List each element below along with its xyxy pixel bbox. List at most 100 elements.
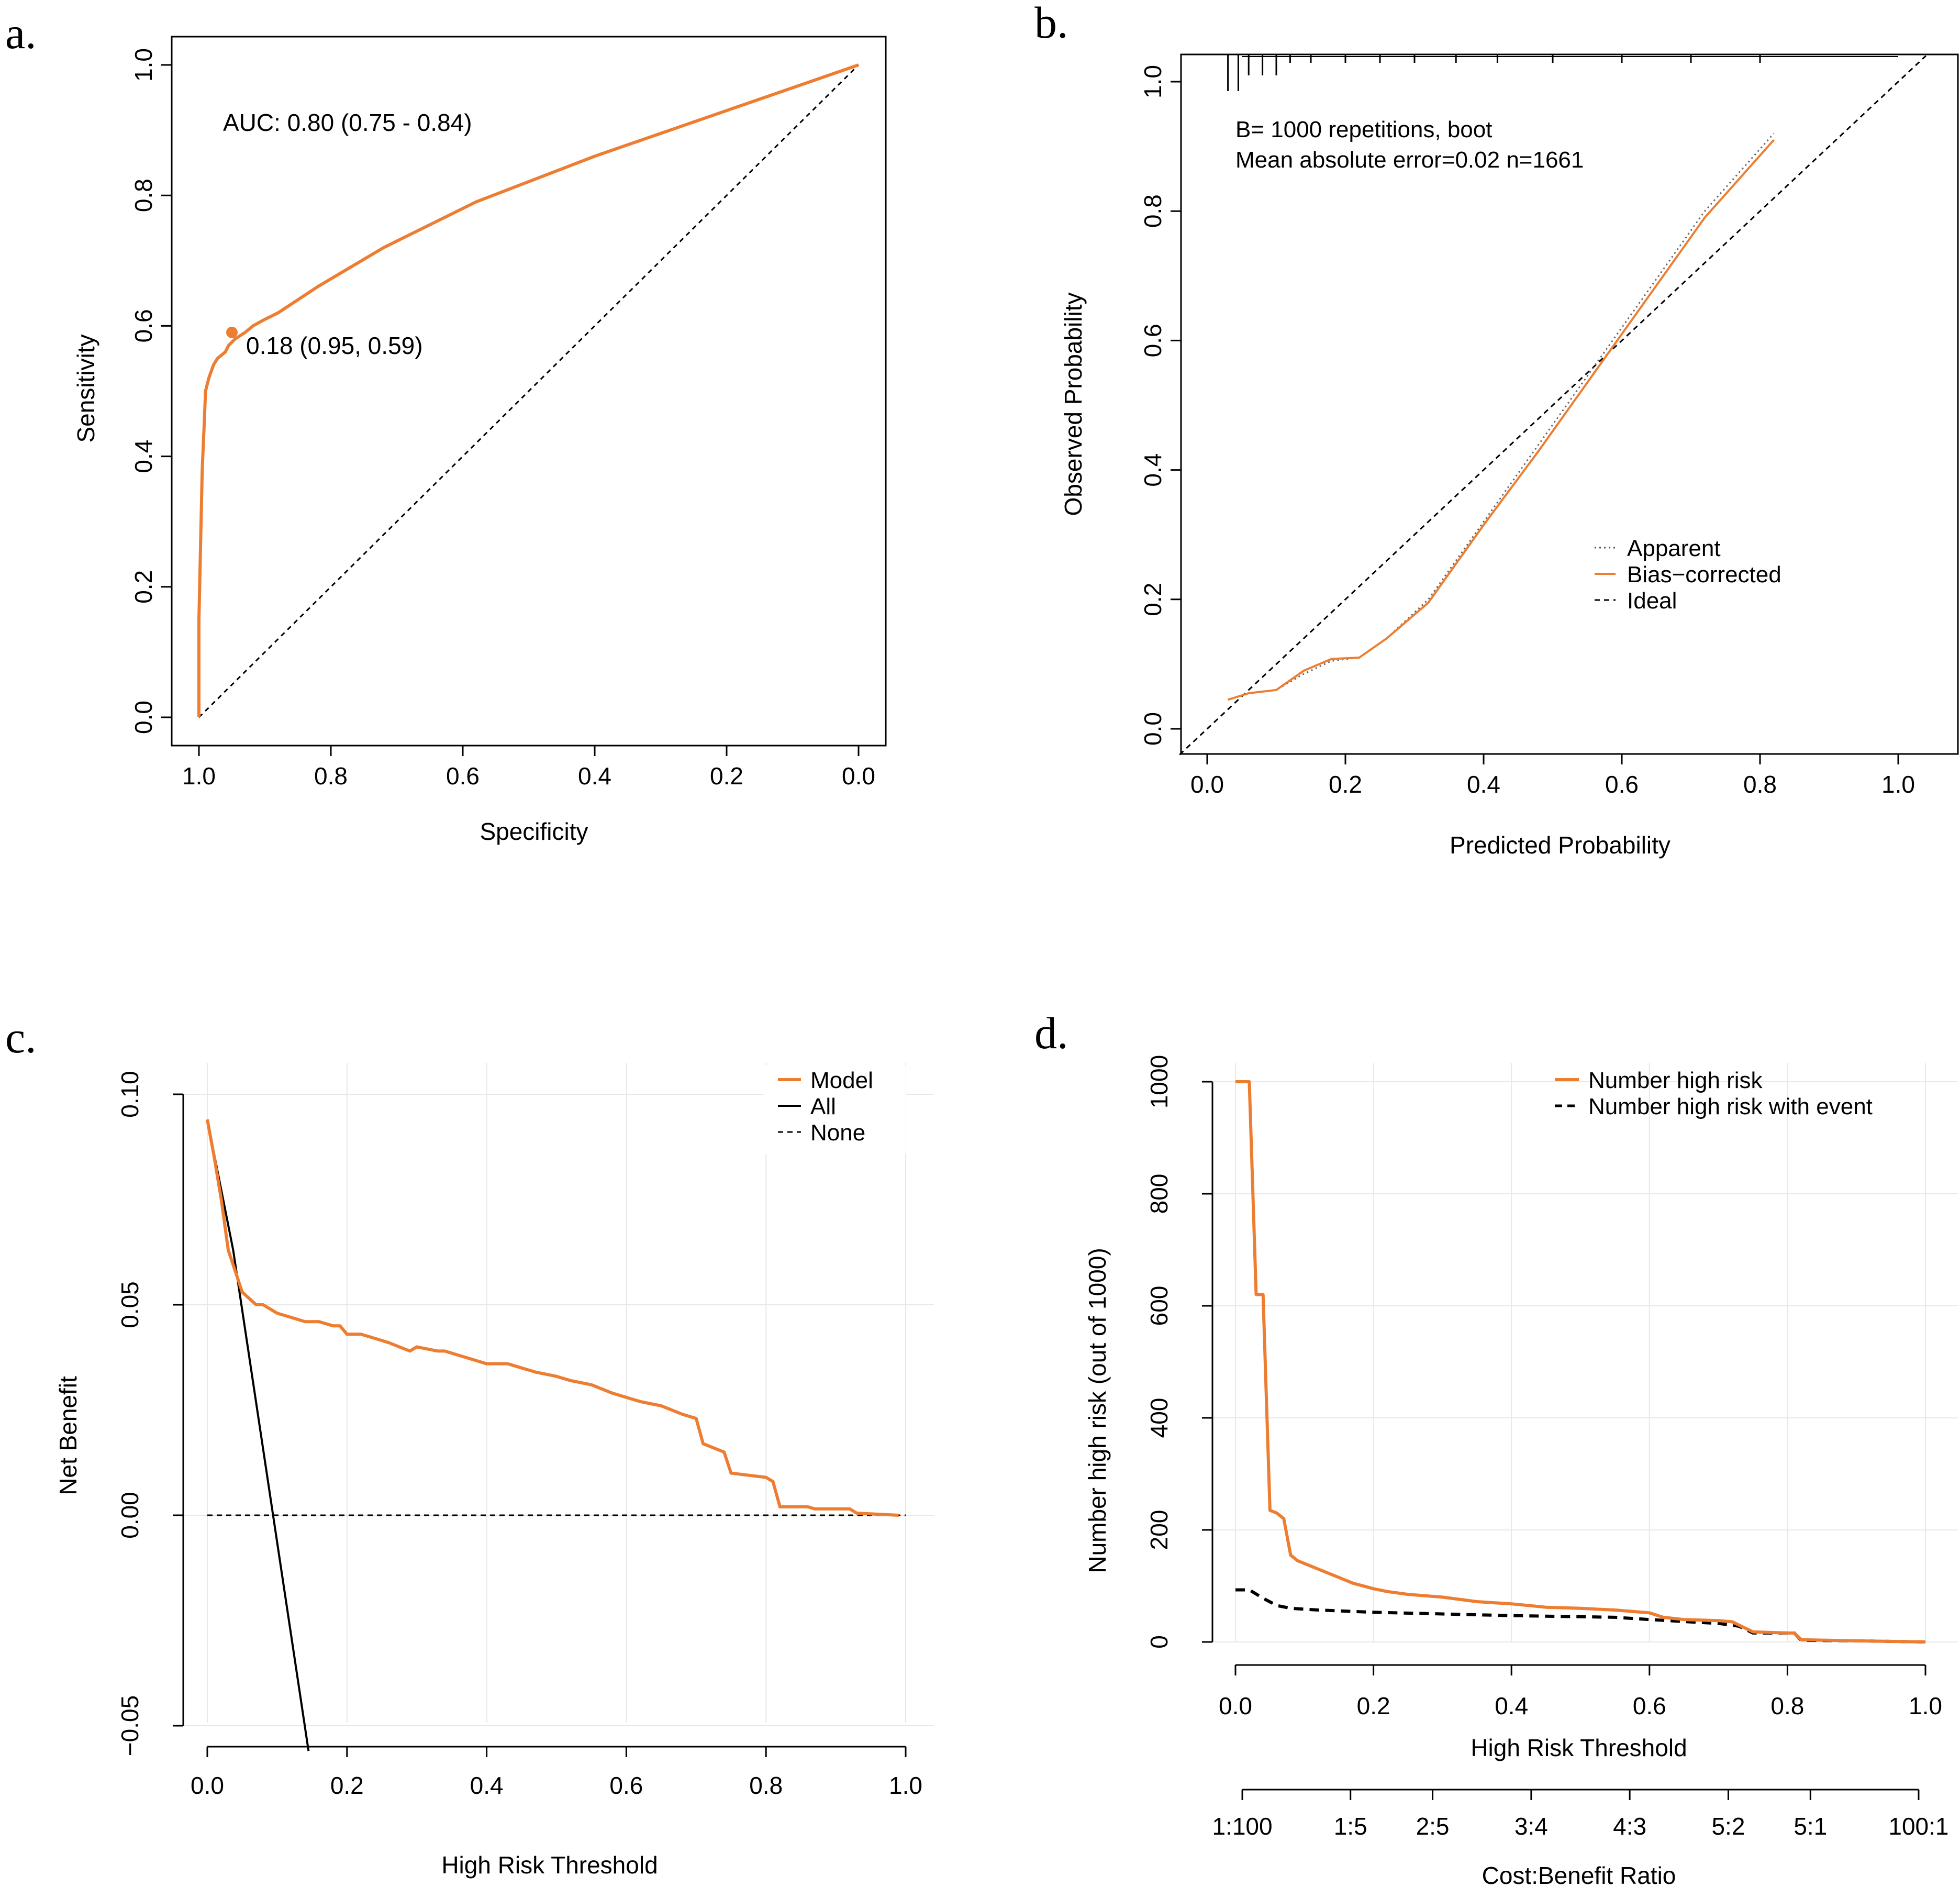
panel-b-annotation-mae: Mean absolute error=0.02 n=1661: [1235, 147, 1584, 173]
panel-c-model-line: [206, 1119, 899, 1517]
panel-c: c. 0.0 0.2 0.4 0.6 0.8 1.0 −0.050.000.050.10 …: [5, 1012, 934, 1879]
panel-d-x-axis: 0.0 0.2 0.4 0.6 0.8 1.0: [1219, 1664, 1942, 1719]
panel-a-x-axis: 1.0 0.8 0.6 0.4 0.2 0.0: [182, 745, 875, 790]
panel-b-x-tick-label: 0.8: [1743, 771, 1777, 798]
panel-a-x-tick-label: 0.8: [314, 762, 348, 790]
panel-a-y-tick-label: 0.0: [130, 701, 157, 734]
panel-d-plot-area: [1235, 1080, 1926, 1644]
panel-b-apparent-line: [1228, 132, 1775, 701]
panel-a-x-tick-label: 0.4: [578, 762, 611, 790]
panel-b-x-label: Predicted Probability: [1450, 831, 1671, 859]
panel-a: a. 1.0 0.8 0.6 0.4 0.2 0.0 0.00.20.40.60.81.0…: [5, 8, 887, 845]
panel-b-x-tick-label: 0.0: [1190, 771, 1224, 798]
panel-c-label: c.: [5, 1012, 37, 1062]
panel-a-y-tick-label: 0.6: [130, 309, 157, 342]
panel-d-y-axis: 0 200 400 600 800 1000: [1145, 1055, 1213, 1649]
panel-d-y-tick-label: 400: [1145, 1398, 1173, 1438]
panel-b-x-axis: 0.0 0.2 0.4 0.6 0.8 1.0: [1190, 753, 1915, 798]
legend-label-number-high-risk: Number high risk: [1588, 1068, 1763, 1093]
legend-label-none: None: [810, 1120, 865, 1146]
panel-c-x-tick-label: 0.4: [470, 1772, 504, 1799]
panel-c-plot-area: [206, 1119, 906, 1751]
panel-c-y-tick-label: 0.05: [116, 1281, 143, 1328]
panel-d-x-label: High Risk Threshold: [1471, 1734, 1687, 1761]
panel-b-y-axis: 0.0 0.2 0.4 0.6 0.8 1.0: [1139, 65, 1182, 746]
panel-c-y-axis: −0.05 0.00 0.05 0.10: [116, 1071, 184, 1756]
panel-d-x-tick-label: 0.8: [1770, 1692, 1804, 1719]
panel-b-y-tick-label: 1.0: [1139, 65, 1166, 98]
panel-d-cb-tick-label: 3:4: [1514, 1813, 1548, 1840]
panel-d-with-event-line: [1235, 1588, 1926, 1644]
panel-c-grid: [183, 1063, 934, 1726]
panel-b-y-tick-label: 0.2: [1139, 583, 1166, 616]
legend-label-bias-corrected: Bias−corrected: [1627, 562, 1781, 587]
panel-a-x-tick-label: 0.2: [710, 762, 743, 790]
panel-c-y-tick-label: 0.10: [116, 1071, 143, 1118]
panel-d-y-tick-label: 600: [1145, 1286, 1173, 1326]
panel-b-ideal-line: [1179, 55, 1926, 756]
panel-a-x-tick-label: 1.0: [182, 762, 216, 790]
panel-a-roc-curve: [197, 63, 859, 717]
panel-d-cb-tick-label: 1:5: [1334, 1813, 1367, 1840]
panel-b-x-tick-label: 1.0: [1881, 771, 1915, 798]
panel-d-cb-tick-label: 1:100: [1212, 1813, 1272, 1840]
panel-d-x-tick-label: 0.4: [1495, 1692, 1528, 1719]
panel-b: b. 0.0 0.2 0.4 0.6 0.8 1.0 0.0 0.2 0.4 0.6 0.8 1.0…: [1034, 0, 1959, 859]
panel-d-cb-tick-label: 2:5: [1416, 1813, 1450, 1840]
panel-a-threshold-annotation: 0.18 (0.95, 0.59): [246, 332, 423, 359]
panel-d-y-tick-label: 1000: [1145, 1055, 1173, 1108]
panel-d-secondary-axis-label: Cost:Benefit Ratio: [1482, 1862, 1676, 1887]
legend-label-ideal: Ideal: [1627, 588, 1677, 614]
panel-d-cb-tick-label: 4:3: [1613, 1813, 1646, 1840]
panel-a-best-threshold-point: [226, 326, 238, 338]
panel-b-y-tick-label: 0.8: [1139, 194, 1166, 228]
panel-d-cb-tick-label: 100:1: [1888, 1813, 1948, 1840]
panel-c-y-tick-label: 0.00: [116, 1492, 143, 1539]
panel-b-x-tick-label: 0.2: [1329, 771, 1362, 798]
panel-d-legend: Number high risk Number high risk with e…: [1555, 1068, 1873, 1119]
panel-d-cost-benefit-axis: 1:100 1:5 2:5 3:4 4:3 5:2 5:1 100:1: [1212, 1789, 1949, 1840]
legend-label-all: All: [810, 1094, 836, 1119]
panel-d-y-tick-label: 0: [1145, 1635, 1173, 1649]
panel-c-x-label: High Risk Threshold: [441, 1851, 658, 1879]
panel-d-cb-tick-label: 5:1: [1794, 1813, 1827, 1840]
panel-c-y-label: Net Benefit: [54, 1376, 82, 1495]
panel-c-x-axis: 0.0 0.2 0.4 0.6 0.8 1.0: [191, 1746, 922, 1799]
panel-c-legend: Model All None: [764, 1065, 906, 1154]
panel-c-x-tick-label: 0.2: [330, 1772, 364, 1799]
panel-a-x-label: Specificity: [480, 818, 588, 845]
panel-b-y-tick-label: 0.6: [1139, 324, 1166, 357]
panel-a-y-tick-label: 1.0: [130, 48, 157, 82]
legend-label-apparent: Apparent: [1627, 536, 1721, 561]
panel-a-plot-area: [197, 63, 860, 718]
legend-label-model: Model: [810, 1068, 873, 1093]
panel-d-x-tick-label: 0.2: [1357, 1692, 1390, 1719]
legend-label-number-high-risk-with-event: Number high risk with event: [1588, 1094, 1873, 1119]
panel-b-y-tick-label: 0.0: [1139, 712, 1166, 746]
panel-b-bias-corrected-line: [1228, 139, 1775, 701]
panel-a-y-tick-label: 0.4: [130, 440, 157, 473]
panel-a-y-tick-label: 0.2: [130, 570, 157, 604]
panel-d-high-risk-line: [1235, 1080, 1926, 1644]
panel-b-x-tick-label: 0.6: [1605, 771, 1639, 798]
panel-c-y-tick-label: −0.05: [116, 1695, 143, 1756]
panel-b-y-tick-label: 0.4: [1139, 453, 1166, 487]
panel-a-x-tick-label: 0.6: [446, 762, 480, 790]
panel-d-y-label: Number high risk (out of 1000): [1084, 1248, 1111, 1573]
panel-d-x-tick-label: 0.0: [1219, 1692, 1252, 1719]
panel-c-x-tick-label: 0.0: [191, 1772, 224, 1799]
panel-b-plot-area: [1179, 54, 1926, 756]
panel-a-reference-line: [198, 64, 860, 718]
panel-a-y-axis: 0.0 0.2 0.4 0.6 0.8 1.0: [130, 48, 173, 734]
panel-a-auc-annotation: AUC: 0.80 (0.75 - 0.84): [223, 109, 472, 136]
panel-b-y-label: Observed Probability: [1060, 293, 1087, 516]
panel-d-grid: [1212, 1063, 1958, 1642]
panel-b-label: b.: [1034, 0, 1068, 48]
panel-d-y-tick-label: 200: [1145, 1510, 1173, 1550]
panel-d-y-tick-label: 800: [1145, 1174, 1173, 1214]
panel-c-x-tick-label: 0.8: [749, 1772, 783, 1799]
panel-b-annotation-reps: B= 1000 repetitions, boot: [1235, 117, 1492, 142]
panel-d: d. 0.0 0.2 0.4 0.6 0.8 1.0 02004006008001000 …: [1034, 1008, 1958, 1887]
panel-b-x-tick-label: 0.4: [1467, 771, 1500, 798]
